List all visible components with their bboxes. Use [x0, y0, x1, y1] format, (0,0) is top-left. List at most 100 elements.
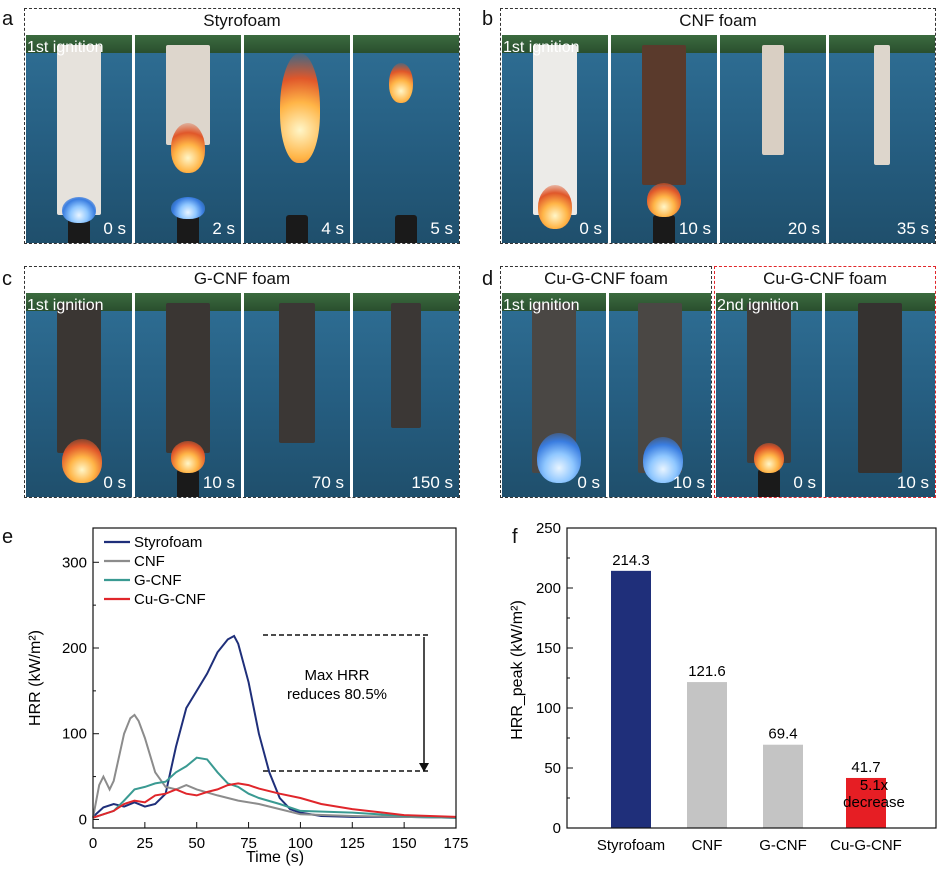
frame: 0 s: [502, 293, 606, 497]
frame: 0 s: [26, 35, 132, 243]
legend-label: G-CNF: [134, 572, 182, 589]
ignition-label: 1st ignition: [27, 39, 104, 56]
legend-label: CNF: [134, 553, 165, 570]
series-line-cnf: [92, 713, 457, 819]
panel-label-d: d: [482, 268, 494, 290]
time-label: 10 s: [896, 473, 929, 492]
arrow-head: [419, 763, 429, 772]
plot-frame: [92, 527, 457, 829]
category-label: Styrofoam: [597, 837, 665, 854]
frame: 0 s: [716, 293, 822, 497]
x-tick-label: 125: [340, 835, 365, 852]
panel-label-e: e: [2, 526, 14, 548]
ignition-label: 1st ignition: [503, 39, 580, 56]
series-line-g-cnf: [92, 756, 457, 819]
category-label: G-CNF: [759, 837, 807, 854]
time-label: 5 s: [430, 219, 453, 238]
panel-c-title: G-CNF foam: [25, 267, 459, 291]
bar-cu-g-cnf: [846, 777, 886, 828]
frame: 70 s: [244, 293, 350, 497]
hrr-line-chart: 0 25 50 75 100 125 150 175 0 100 200 300 Styrofoam C…: [27, 527, 469, 866]
panel-label-f: f: [512, 526, 518, 548]
frame: 0 s: [26, 293, 132, 497]
panel-b-cnf-foam: CNF foam 0 s 10 s 20 s 35 s 1st ignition: [500, 8, 936, 244]
x-tick-label: 50: [188, 835, 205, 852]
x-tick-label: 175: [443, 835, 468, 852]
series-line-cu-g-cnf: [92, 782, 457, 819]
time-label: 0 s: [577, 473, 600, 492]
panel-d2-title: Cu-G-CNF foam: [715, 267, 935, 291]
category-label: Cu-G-CNF: [830, 837, 902, 854]
frame: 10 s: [135, 293, 241, 497]
time-label: 0 s: [793, 473, 816, 492]
panel-d1-title: Cu-G-CNF foam: [501, 267, 711, 291]
panel-d-second-ignition: Cu-G-CNF foam 0 s 10 s 2nd ignition: [714, 266, 936, 498]
panel-c-g-cnf-foam: G-CNF foam 0 s 10 s 70 s 150 s 1st ignit…: [24, 266, 460, 498]
time-label: 0 s: [579, 219, 602, 238]
x-tick-label: 75: [240, 835, 257, 852]
y-tick-label: 50: [544, 760, 561, 777]
y-tick-label: 200: [536, 580, 561, 597]
legend: Styrofoam CNF G-CNF Cu-G-CNF: [104, 534, 206, 608]
time-label: 20 s: [787, 219, 820, 238]
bar-value-label: 41.7: [851, 759, 880, 776]
panel-d-first-ignition: Cu-G-CNF foam 0 s 10 s 1st ignition: [500, 266, 712, 498]
time-label: 150 s: [411, 473, 453, 492]
frame: 4 s: [244, 35, 350, 243]
y-tick-label: 100: [536, 700, 561, 717]
time-label: 10 s: [202, 473, 235, 492]
y-tick-label: 200: [62, 640, 87, 657]
frame: 35 s: [829, 35, 935, 243]
panel-a-styrofoam: Styrofoam 0 s 2 s 4 s 5 s 1st ignition: [24, 8, 460, 244]
y-tick-label: 250: [536, 520, 561, 537]
y-axis-label: HRR_peak (kW/m²): [509, 600, 526, 740]
x-axis-label: Time (s): [246, 849, 304, 866]
legend-label: Cu-G-CNF: [134, 591, 206, 608]
time-label: 0 s: [103, 219, 126, 238]
frame: 10 s: [825, 293, 935, 497]
bar-value-label: 214.3: [612, 552, 650, 569]
x-tick-label: 25: [137, 835, 154, 852]
y-tick-label: 0: [553, 820, 561, 837]
y-tick-label: 0: [79, 811, 87, 828]
legend-label: Styrofoam: [134, 534, 202, 551]
panel-label-b: b: [482, 8, 494, 30]
annotation-line-1: Max HRR: [304, 667, 369, 684]
x-tick-label: 0: [89, 835, 97, 852]
annotation-line-2: reduces 80.5%: [287, 686, 387, 703]
x-tick-label: 100: [288, 835, 313, 852]
frame: 2 s: [135, 35, 241, 243]
time-label: 10 s: [678, 219, 711, 238]
frame: 0 s: [502, 35, 608, 243]
bar-styrofoam: [611, 570, 651, 828]
ignition-label: 2nd ignition: [717, 297, 799, 314]
panel-b-title: CNF foam: [501, 9, 935, 33]
panel-a-title: Styrofoam: [25, 9, 459, 33]
y-tick-label: 300: [62, 554, 87, 571]
panel-label-c: c: [2, 268, 12, 290]
time-label: 70 s: [311, 473, 344, 492]
bar-value-label: 121.6: [688, 663, 726, 680]
bar-value-label: 69.4: [768, 726, 797, 743]
frame: 150 s: [353, 293, 459, 497]
x-tick-label: 150: [392, 835, 417, 852]
y-tick-label: 150: [536, 640, 561, 657]
annotation-line-2: decrease: [843, 794, 905, 811]
y-axis-label: HRR (kW/m²): [27, 630, 44, 726]
y-tick-label: 100: [62, 726, 87, 743]
frame: 20 s: [720, 35, 826, 243]
annotation-line-1: 5.1x: [860, 777, 889, 794]
bar-g-cnf: [763, 744, 803, 828]
time-label: 2 s: [212, 219, 235, 238]
frame: 10 s: [611, 35, 717, 243]
panel-label-a: a: [2, 8, 14, 30]
ignition-label: 1st ignition: [27, 297, 104, 314]
hrr-peak-bar-chart: 214.3 121.6 69.4 41.7 Styrofoam CNF G-CNF Cu-G…: [509, 520, 937, 854]
time-label: 35 s: [896, 219, 929, 238]
ignition-label: 1st ignition: [503, 297, 580, 314]
time-label: 0 s: [103, 473, 126, 492]
category-label: CNF: [692, 837, 723, 854]
time-label: 4 s: [321, 219, 344, 238]
frame: 5 s: [353, 35, 459, 243]
time-label: 10 s: [672, 473, 705, 492]
